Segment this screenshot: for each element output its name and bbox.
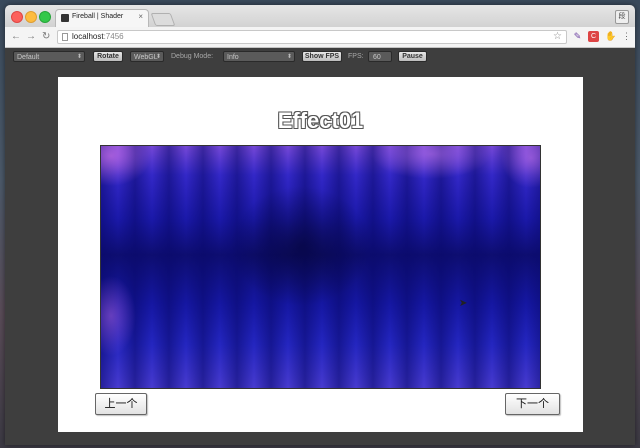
next-button[interactable]: 下一个 (505, 393, 560, 415)
window-minimize-icon[interactable] (25, 11, 37, 23)
c-extension-icon[interactable]: C (588, 31, 599, 42)
engine-controls: Default ⬍ Rotate WebGL ⬍ Debug Mode: Info ⬍… (5, 48, 635, 65)
fireball-favicon-icon (61, 14, 69, 22)
forward-arrow-icon[interactable]: → (26, 31, 36, 42)
tab-bar: Fireball | Shader × 段 (5, 5, 635, 27)
reload-icon[interactable]: ↻ (42, 31, 51, 42)
address-text: localhost:7456 (72, 32, 124, 41)
new-tab-button[interactable] (150, 13, 176, 26)
select-arrow-icon: ⬍ (76, 54, 82, 60)
browser-window: Fireball | Shader × 段 ← → ↻ localhost:74… (5, 5, 635, 445)
bookmark-star-icon[interactable]: ☆ (553, 31, 562, 42)
renderer-select[interactable]: WebGL ⬍ (130, 51, 164, 62)
pen-extension-icon[interactable]: ✎ (573, 31, 582, 41)
fps-input[interactable]: 60 (368, 51, 392, 62)
mouse-cursor-icon: ➤ (459, 298, 468, 309)
debug-mode-label: Debug Mode: (171, 53, 214, 60)
shader-canvas[interactable]: ➤ (100, 145, 541, 389)
rotate-button[interactable]: Rotate (93, 51, 123, 62)
previous-button[interactable]: 上一个 (95, 393, 147, 415)
back-arrow-icon[interactable]: ← (11, 31, 21, 42)
page-icon (62, 33, 68, 41)
address-bar[interactable]: localhost:7456 ☆ (57, 30, 567, 44)
browser-tab[interactable]: Fireball | Shader × (55, 9, 149, 27)
window-maximize-icon[interactable] (39, 11, 51, 23)
pause-button[interactable]: Pause (398, 51, 427, 62)
show-fps-button[interactable]: Show FPS (302, 51, 342, 62)
debug-mode-select[interactable]: Info ⬍ (223, 51, 295, 62)
menu-icon[interactable]: ⋮ (622, 31, 631, 41)
preset-select[interactable]: Default ⬍ (13, 51, 85, 62)
shader-glow-overlay (101, 146, 540, 388)
fps-label: FPS: (348, 53, 364, 60)
select-arrow-icon: ⬍ (155, 54, 161, 60)
window-close-icon[interactable] (11, 11, 23, 23)
effect-title: Effect01 (277, 108, 364, 133)
select-arrow-icon: ⬍ (286, 54, 292, 60)
hand-extension-icon[interactable]: ✋ (605, 31, 617, 41)
profile-button[interactable]: 段 (615, 10, 629, 24)
browser-toolbar: ← → ↻ localhost:7456 ☆ ✎ C ✋ ⋮ (5, 27, 635, 48)
page-content: Effect01 ➤ 上一个 下一个 (58, 77, 583, 432)
tab-close-icon[interactable]: × (138, 12, 143, 21)
tab-title: Fireball | Shader (72, 13, 124, 20)
